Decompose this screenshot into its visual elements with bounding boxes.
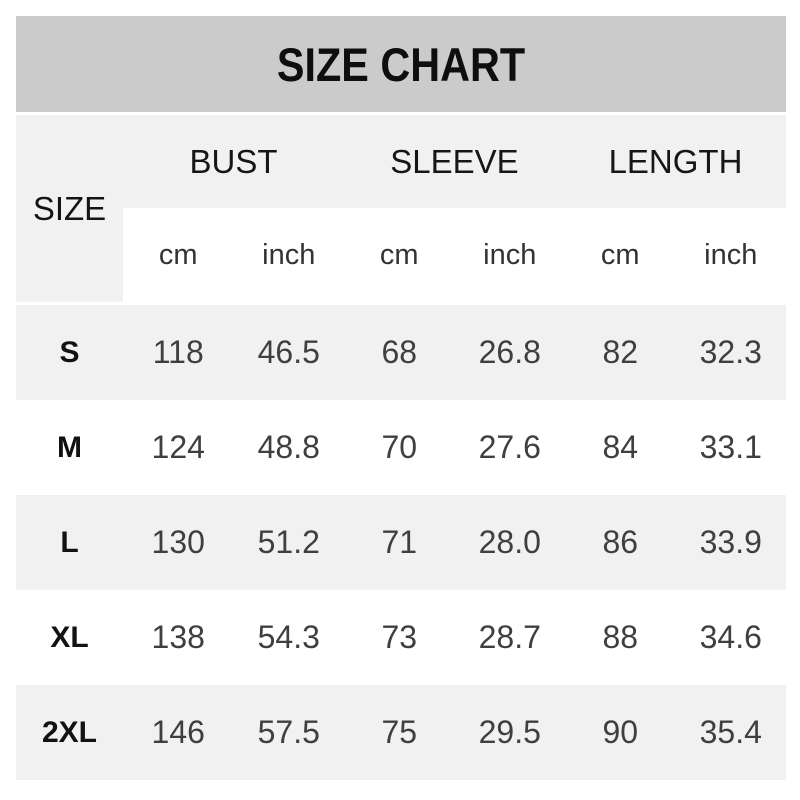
table-cell: 48.8 — [257, 429, 320, 465]
table-cell: 88 — [602, 619, 639, 655]
table-cell: 84 — [602, 429, 639, 465]
table-cell: 28.7 — [478, 619, 541, 655]
size-label: L — [60, 525, 79, 559]
table-cell: 32.3 — [699, 334, 762, 370]
unit-header-length-cm: cm — [565, 208, 676, 302]
table-cell: 75 — [381, 714, 418, 750]
table-cell: 130 — [151, 524, 205, 560]
column-header-bust: BUST — [123, 115, 344, 208]
column-header-length: LENGTH — [565, 115, 786, 208]
table-row-l: L 130 51.2 71 28.0 86 33.9 — [16, 495, 786, 590]
table-cell: 54.3 — [257, 619, 320, 655]
table-cell: 33.9 — [699, 524, 762, 560]
size-label: XL — [50, 620, 89, 654]
table-cell: 46.5 — [257, 334, 320, 370]
column-header-size: SIZE — [16, 115, 123, 302]
table-cell: 73 — [381, 619, 418, 655]
table-row-xl: XL 138 54.3 73 28.7 88 34.6 — [16, 590, 786, 685]
table-cell: 70 — [381, 429, 418, 465]
size-label: 2XL — [41, 715, 98, 749]
table-cell: 138 — [151, 619, 205, 655]
table-cell: 27.6 — [478, 429, 541, 465]
page-title: SIZE CHART — [276, 37, 526, 91]
table-cell: 86 — [602, 524, 639, 560]
table-cell: 26.8 — [478, 334, 541, 370]
table-cell: 51.2 — [257, 524, 320, 560]
table-cell: 118 — [152, 334, 204, 370]
table-row-m: M 124 48.8 70 27.6 84 33.1 — [16, 400, 786, 495]
table-cell: 33.1 — [699, 429, 762, 465]
unit-header-sleeve-cm: cm — [344, 208, 455, 302]
table-body: S 118 46.5 68 26.8 82 32.3 M 124 48.8 70… — [16, 305, 786, 780]
table-cell: 90 — [602, 714, 639, 750]
table-header: SIZE BUST SLEEVE LENGTH cm inch cm inch … — [16, 115, 786, 302]
size-chart-table: SIZE BUST SLEEVE LENGTH cm inch cm inch … — [16, 115, 786, 780]
unit-header-bust-cm: cm — [123, 208, 234, 302]
unit-header-length-inch: inch — [675, 208, 786, 302]
size-label: M — [57, 430, 82, 464]
table-cell: 146 — [151, 714, 205, 750]
table-row-2xl: 2XL 146 57.5 75 29.5 90 35.4 — [16, 685, 786, 780]
size-label: S — [59, 335, 80, 369]
title-banner: SIZE CHART — [16, 16, 786, 112]
table-cell: 34.6 — [699, 619, 762, 655]
table-cell: 71 — [381, 524, 418, 560]
table-cell: 68 — [381, 334, 418, 370]
table-cell: 29.5 — [478, 714, 541, 750]
table-row-s: S 118 46.5 68 26.8 82 32.3 — [16, 305, 786, 400]
table-cell: 57.5 — [257, 714, 320, 750]
table-cell: 35.4 — [699, 714, 762, 750]
unit-header-sleeve-inch: inch — [454, 208, 565, 302]
unit-header-bust-inch: inch — [233, 208, 344, 302]
table-cell: 124 — [151, 429, 205, 465]
table-cell: 82 — [602, 334, 639, 370]
column-header-sleeve: SLEEVE — [344, 115, 565, 208]
table-cell: 28.0 — [478, 524, 541, 560]
